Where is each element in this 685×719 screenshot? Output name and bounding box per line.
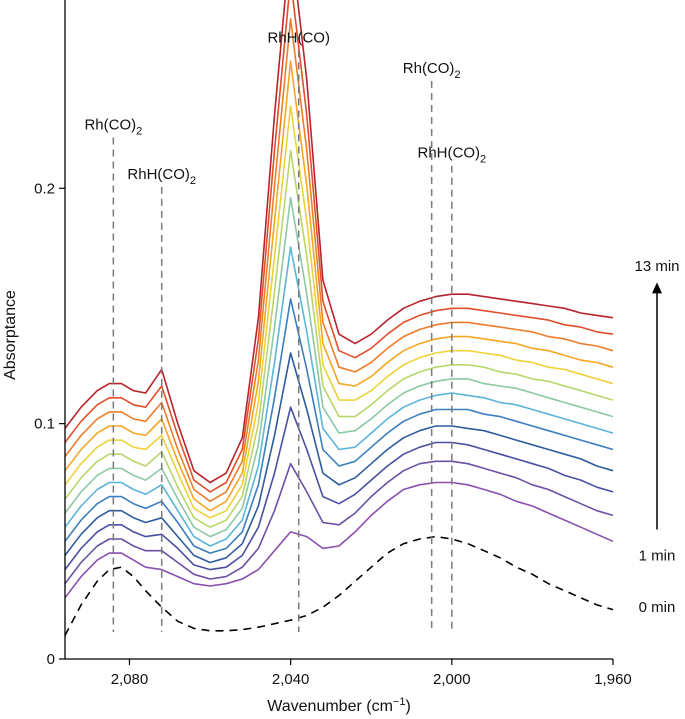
series-1-min: [64, 481, 614, 599]
peak-label-2: RhH(CO): [267, 29, 330, 46]
series-4-min: [64, 352, 614, 564]
y-tick-label-0: 0: [47, 651, 55, 668]
x-tick-label-2: 2,000: [433, 671, 471, 688]
series-12-min: [64, 0, 614, 493]
y-tick-label-2: 0.2: [34, 180, 55, 197]
ticks: 2,080 2,040 2,000 1,960 0 0.1 0.2: [34, 180, 632, 688]
peak-label-4: RhH(CO)2: [418, 145, 487, 166]
spectra-group: [64, 0, 614, 636]
x-tick-label-1: 2,040: [272, 671, 310, 688]
series-6-min: [64, 246, 614, 547]
time-arrow-head: [652, 282, 662, 294]
peak-label-1: RhH(CO)2: [127, 166, 196, 187]
series-2-min: [64, 460, 614, 585]
series-3-min: [64, 406, 614, 571]
series-5-min: [64, 298, 614, 554]
y-tick-label-1: 0.1: [34, 416, 55, 433]
peak-label-3: Rh(CO)2: [403, 60, 461, 81]
series-9-min: [64, 105, 614, 519]
y-axis-title: Absorptance: [2, 290, 19, 380]
x-axis-title: Wavenumber (cm−1): [267, 696, 411, 715]
axes: [64, 0, 613, 660]
series-7-min: [64, 196, 614, 538]
x-tick-label-3: 1,960: [594, 671, 632, 688]
peak-label-0: Rh(CO)2: [84, 116, 142, 137]
series-8-min: [64, 149, 614, 528]
time-label-0: 13 min: [634, 258, 679, 275]
series-13-min: [64, 0, 614, 484]
time-annotations: 13 min 1 min 0 min: [634, 258, 679, 616]
series-0-min: [64, 535, 614, 636]
time-label-2: 0 min: [639, 599, 676, 616]
peak-markers: Rh(CO)2 RhH(CO)2 RhH(CO) Rh(CO)2 RhH(CO)2: [84, 29, 486, 632]
series-10-min: [64, 60, 614, 512]
x-tick-label-0: 2,080: [111, 671, 149, 688]
time-label-1: 1 min: [639, 547, 676, 564]
series-11-min: [64, 18, 614, 503]
